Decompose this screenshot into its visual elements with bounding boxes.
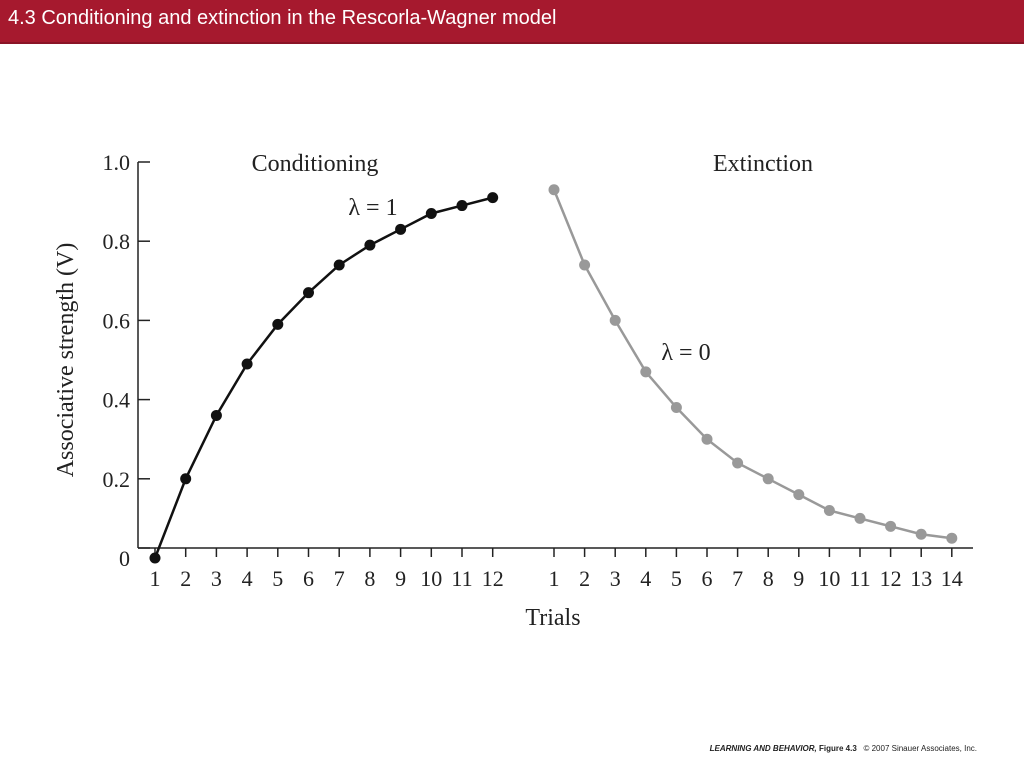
data-point xyxy=(732,457,744,469)
y-axis-label: Associative strength (V) xyxy=(53,243,79,478)
y-tick-label: 0 xyxy=(119,546,130,571)
slide-title: 4.3 Conditioning and extinction in the R… xyxy=(8,7,557,29)
data-point xyxy=(548,184,560,196)
data-point xyxy=(395,223,407,235)
x-tick-label: 12 xyxy=(880,566,902,591)
data-point xyxy=(885,520,897,532)
data-point xyxy=(915,528,927,540)
x-tick-label: 5 xyxy=(272,566,283,591)
data-point xyxy=(823,504,835,516)
data-point xyxy=(425,207,437,219)
x-tick-label: 11 xyxy=(849,566,870,591)
data-point xyxy=(487,192,499,204)
figure-credit: LEARNING AND BEHAVIOR, Figure 4.3 © 2007… xyxy=(710,744,977,753)
x-tick-label: 8 xyxy=(364,566,375,591)
data-point xyxy=(456,200,468,212)
x-tick-label: 1 xyxy=(549,566,560,591)
data-point xyxy=(946,532,958,544)
x-tick-label: 6 xyxy=(303,566,314,591)
x-axis-label: Trials xyxy=(525,605,580,631)
data-point xyxy=(272,318,284,330)
data-point xyxy=(579,259,591,271)
header-bar: 4.3 Conditioning and extinction in the R… xyxy=(0,0,1024,44)
x-tick-label: 5 xyxy=(671,566,682,591)
data-point xyxy=(670,402,682,414)
x-tick-label: 14 xyxy=(941,566,963,591)
x-tick-label: 3 xyxy=(610,566,621,591)
credit-book: LEARNING AND BEHAVIOR, xyxy=(709,744,817,753)
y-tick-label: 0.2 xyxy=(103,467,131,492)
x-tick-label: 6 xyxy=(702,566,713,591)
credit-copyright: © 2007 Sinauer Associates, Inc. xyxy=(863,744,977,753)
data-point xyxy=(303,287,314,299)
data-point xyxy=(793,489,805,501)
y-tick-label: 0.8 xyxy=(103,229,131,254)
x-tick-label: 2 xyxy=(579,566,590,591)
data-point xyxy=(854,512,866,524)
data-point xyxy=(241,358,253,370)
x-tick-label: 9 xyxy=(793,566,804,591)
x-tick-label: 4 xyxy=(242,566,253,591)
lambda-annotation: λ = 1 xyxy=(348,195,397,221)
x-tick-label: 1 xyxy=(150,566,161,591)
data-point xyxy=(364,239,376,251)
data-point xyxy=(333,259,345,271)
x-tick-label: 10 xyxy=(420,566,442,591)
data-point xyxy=(640,366,652,378)
axes: 0 0.2 0.4 0.6 0.8 1.0 Associative strength (V)… xyxy=(53,150,973,631)
data-point xyxy=(180,473,192,485)
y-tick-label: 0.4 xyxy=(103,388,131,413)
panel-title: Extinction xyxy=(713,151,813,177)
series-line xyxy=(552,189,952,540)
x-tick-label: 7 xyxy=(732,566,743,591)
credit-figure: Figure 4.3 xyxy=(819,744,857,753)
data-point xyxy=(609,314,621,326)
x-tick-label: 10 xyxy=(818,566,840,591)
series-line xyxy=(153,196,494,559)
x-tick-label: 12 xyxy=(482,566,504,591)
data-point xyxy=(701,433,713,445)
panel-title: Conditioning xyxy=(252,151,379,177)
data-point xyxy=(762,473,774,485)
x-tick-label: 7 xyxy=(334,566,345,591)
x-tick-label: 11 xyxy=(451,566,472,591)
y-tick-label: 1.0 xyxy=(103,150,131,175)
x-tick-label: 2 xyxy=(180,566,191,591)
data-point xyxy=(149,552,161,564)
x-tick-label: 8 xyxy=(763,566,774,591)
data-point xyxy=(210,409,222,421)
x-tick-label: 9 xyxy=(395,566,406,591)
x-tick-label: 13 xyxy=(910,566,932,591)
lambda-annotation: λ = 0 xyxy=(661,340,710,366)
x-tick-label: 4 xyxy=(640,566,651,591)
y-tick-label: 0.6 xyxy=(103,308,131,333)
x-tick-label: 3 xyxy=(211,566,222,591)
